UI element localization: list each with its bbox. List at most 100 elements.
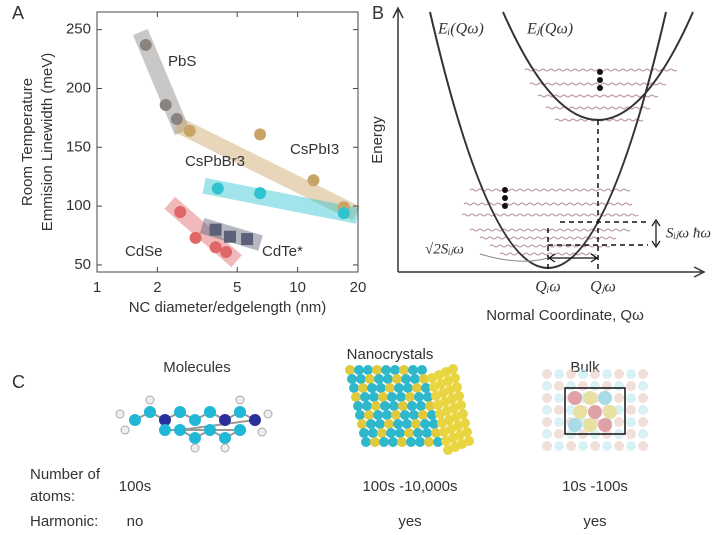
- nc-atom: [364, 410, 374, 420]
- atom: [219, 414, 231, 426]
- nc-atom: [359, 428, 369, 438]
- point: [140, 39, 152, 51]
- nc-atom: [394, 383, 404, 393]
- bulk-atom: [614, 393, 624, 403]
- bulk-atom: [578, 441, 588, 451]
- nc-atom: [462, 427, 472, 437]
- nc-atom: [397, 437, 407, 447]
- nc-atom: [417, 365, 427, 375]
- dashed-guides: [548, 120, 648, 272]
- atom: [234, 424, 246, 436]
- bulk-atom: [588, 405, 602, 419]
- page: Figure body { margin: 0; background: #ff…: [0, 0, 717, 535]
- nc-atom: [422, 428, 432, 438]
- panel-label: B: [372, 3, 384, 23]
- point: [307, 174, 319, 186]
- vibrational-level: [500, 253, 596, 255]
- nc-atom: [408, 365, 418, 375]
- row-label: Number of: [30, 466, 101, 483]
- curve-label: Eᵢ(Qω): [437, 21, 484, 38]
- bulk-atom: [542, 405, 552, 415]
- dot: [502, 187, 508, 193]
- atom: [249, 414, 261, 426]
- column-title: Nanocrystals: [347, 346, 434, 363]
- bulk-atom: [554, 369, 564, 379]
- curve-label: Eⱼ(Qω): [526, 21, 573, 38]
- bulk-atom: [542, 393, 552, 403]
- nc-atom: [358, 383, 368, 393]
- nc-atom: [456, 400, 466, 410]
- row-label: atoms:: [30, 488, 75, 505]
- displacement-label: √2Sᵢⱼω: [425, 241, 464, 257]
- cell: no: [127, 513, 144, 530]
- nc-atom: [388, 437, 398, 447]
- nc-atom: [362, 401, 372, 411]
- dot: [502, 203, 508, 209]
- atom: [234, 406, 246, 418]
- nc-atom: [420, 419, 430, 429]
- bulk-atom: [590, 441, 600, 451]
- nc-atom: [371, 401, 381, 411]
- cell: yes: [583, 513, 606, 530]
- coordinate-label: Qᵢω: [535, 279, 560, 296]
- bulk-atom: [638, 441, 648, 451]
- panel-label: A: [12, 3, 24, 23]
- nc-atom: [411, 419, 421, 429]
- bulk-atom: [583, 418, 597, 432]
- nc-atom: [382, 410, 392, 420]
- nc-atom: [450, 373, 460, 383]
- bulk-atom: [598, 391, 612, 405]
- nc-atom: [363, 365, 373, 375]
- displacement-arrow: [549, 254, 597, 262]
- nc-atom: [416, 401, 426, 411]
- panel-label: C: [12, 372, 25, 392]
- nc-atom: [390, 365, 400, 375]
- bulk-atom: [554, 381, 564, 391]
- nc-atom: [398, 401, 408, 411]
- nc-atom: [452, 382, 462, 392]
- nc-atom: [399, 365, 409, 375]
- bulk-atom: [583, 391, 597, 405]
- bulk-atom: [614, 417, 624, 427]
- nc-atom: [395, 428, 405, 438]
- point: [220, 246, 232, 258]
- nc-atom: [402, 419, 412, 429]
- series-label: CdSe: [125, 243, 163, 260]
- bulk-atom: [542, 369, 552, 379]
- y-axis-label: Room Temperature: [19, 78, 36, 206]
- nc-atom: [373, 410, 383, 420]
- x-tick-label: 10: [289, 279, 306, 296]
- bulk-atom: [626, 393, 636, 403]
- point: [184, 125, 196, 137]
- nc-atom: [375, 419, 385, 429]
- bulk-atom: [566, 441, 576, 451]
- bulk-atom: [554, 429, 564, 439]
- nc-atom: [401, 374, 411, 384]
- nc-atom: [406, 437, 416, 447]
- bulk-atom: [568, 418, 582, 432]
- gap-arrow: [652, 220, 660, 247]
- nc-atom: [448, 364, 458, 374]
- point: [254, 128, 266, 140]
- nc-atom: [414, 392, 424, 402]
- nc-atom: [347, 374, 357, 384]
- y-tick-label: 250: [66, 21, 91, 38]
- nc-atom: [383, 374, 393, 384]
- atom: [189, 414, 201, 426]
- dot: [502, 195, 508, 201]
- nc-atom: [370, 437, 380, 447]
- series-label: CsPbI3: [290, 141, 339, 158]
- point: [338, 207, 350, 219]
- y-tick-label: 200: [66, 79, 91, 96]
- figure: A501001502002501251020NC diameter/edgele…: [0, 0, 717, 535]
- atom: [204, 406, 216, 418]
- bulk-atom: [638, 429, 648, 439]
- atom: [204, 424, 216, 436]
- nc-atom: [366, 419, 376, 429]
- atom: [144, 406, 156, 418]
- point: [174, 206, 186, 218]
- nc-atom: [372, 365, 382, 375]
- vibrational-level: [546, 107, 650, 109]
- y-tick-label: 50: [74, 256, 91, 273]
- bulk-atom: [638, 393, 648, 403]
